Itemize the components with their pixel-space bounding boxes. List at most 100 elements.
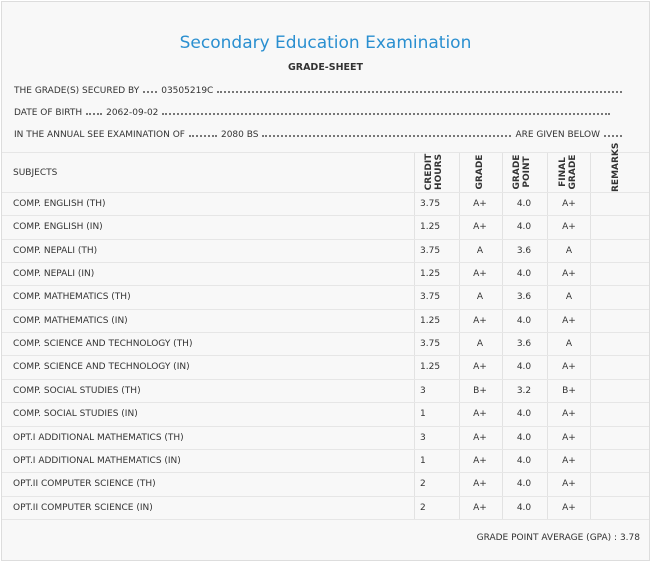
row-divider <box>2 308 649 310</box>
grade-cell: A <box>565 292 573 303</box>
subject: OPT.I ADDITIONAL MATHEMATICS (IN) <box>13 455 181 466</box>
grade-cell: 4.0 <box>516 479 532 490</box>
column-divider <box>502 152 503 519</box>
grade-cell: 3.75 <box>420 292 441 303</box>
grade-cell: A+ <box>473 269 487 280</box>
label: IN THE ANNUAL SEE EXAMINATION OF <box>14 130 185 140</box>
grade-cell: 3.2 <box>516 385 532 396</box>
grade-cell: A+ <box>473 455 487 466</box>
grade-cell: 3 <box>420 432 426 443</box>
row-divider <box>2 402 649 404</box>
header-line: POINT <box>522 156 532 188</box>
info-line: IN THE ANNUAL SEE EXAMINATION OF 2080 BS… <box>14 128 626 140</box>
grade-cell: A+ <box>562 269 576 280</box>
row-divider <box>2 518 649 520</box>
grade-cell: 3.75 <box>420 199 441 209</box>
header-line: HOURS <box>434 154 444 190</box>
grade-cell: 4.0 <box>516 502 532 513</box>
grade-cell: A <box>476 292 484 303</box>
subject: COMP. SOCIAL STUDIES (IN) <box>13 409 138 420</box>
grade-cell: 1.25 <box>420 362 441 373</box>
value: 2080 BS <box>220 130 259 140</box>
info-line: DATE OF BIRTH 2062-09-02 <box>14 106 614 118</box>
grade-cell: 3 <box>420 385 426 396</box>
subject: COMP. SOCIAL STUDIES (TH) <box>13 385 141 396</box>
grade-cell: 4.0 <box>516 269 532 280</box>
row-divider <box>2 425 649 427</box>
grade-cell: A+ <box>562 222 576 233</box>
grade-cell: 2 <box>420 479 426 490</box>
grade-cell: 4.0 <box>516 199 532 209</box>
header-line: GRADE <box>475 154 485 190</box>
column-divider <box>414 152 415 519</box>
subject: COMP. SCIENCE AND TECHNOLOGY (TH) <box>13 339 193 350</box>
subtitle: GRADE-SHEET <box>287 62 364 73</box>
leader <box>86 113 103 115</box>
grade-cell: A+ <box>562 409 576 420</box>
grade-cell: 4.0 <box>516 409 532 420</box>
grade-cell: 3.6 <box>516 292 532 303</box>
column-header: SUBJECTS <box>13 168 58 178</box>
grade-cell: A+ <box>562 479 576 490</box>
column-header: CREDIT HOURS <box>424 152 444 192</box>
subject: COMP. SCIENCE AND TECHNOLOGY (IN) <box>13 362 190 373</box>
row-divider <box>2 378 649 380</box>
value: 2062-09-02 <box>106 108 159 118</box>
gpa-label: GRADE POINT AVERAGE (GPA) : <box>476 533 618 543</box>
header-line: GRADE <box>512 154 522 190</box>
row-divider <box>2 332 649 334</box>
gpa: GRADE POINT AVERAGE (GPA) : 3.78 <box>477 533 640 543</box>
grade-cell: 4.0 <box>516 315 532 326</box>
grade-cell: A+ <box>473 199 487 209</box>
leader <box>604 135 622 137</box>
row-divider <box>2 238 649 240</box>
leader <box>162 113 610 115</box>
row-divider <box>2 355 649 357</box>
grade-cell: A+ <box>473 362 487 373</box>
grade-cell: 1.25 <box>420 315 441 326</box>
subject: COMP. MATHEMATICS (TH) <box>13 292 131 303</box>
grade-cell: B+ <box>562 385 576 396</box>
row-divider <box>2 152 649 153</box>
grade-cell: A <box>565 245 573 256</box>
header-line: REMARKS <box>611 142 621 192</box>
column-divider <box>590 152 591 519</box>
subject: COMP. NEPALI (IN) <box>13 269 95 280</box>
column-header: GRADE POINT <box>512 152 532 192</box>
grade-cell: 3.6 <box>516 245 532 256</box>
grade-cell: 3.75 <box>420 245 441 256</box>
grade-cell: 1 <box>420 409 426 420</box>
subject: COMP. MATHEMATICS (IN) <box>13 315 128 326</box>
grade-cell: A+ <box>562 432 576 443</box>
column-header: GRADE <box>475 152 485 192</box>
grade-cell: 3.75 <box>420 339 441 350</box>
subject: COMP. ENGLISH (IN) <box>13 222 103 233</box>
grade-cell: 4.0 <box>516 222 532 233</box>
grade-cell: A+ <box>473 222 487 233</box>
leader <box>188 135 217 137</box>
grade-cell: A+ <box>562 199 576 209</box>
leader <box>217 91 622 93</box>
header-line: CREDIT <box>424 153 434 191</box>
row-divider <box>2 262 649 264</box>
grade-cell: A+ <box>473 479 487 490</box>
subject: OPT.II COMPUTER SCIENCE (TH) <box>13 479 156 490</box>
grade-cell: 1.25 <box>420 222 441 233</box>
grade-cell: A <box>565 339 573 350</box>
grade-cell: 4.0 <box>516 455 532 466</box>
grade-cell: A+ <box>473 409 487 420</box>
row-divider <box>2 192 649 193</box>
grade-cell: A+ <box>473 432 487 443</box>
row-divider <box>2 285 649 287</box>
subject: OPT.I ADDITIONAL MATHEMATICS (TH) <box>13 432 184 443</box>
grade-cell: A <box>476 339 484 350</box>
grade-cell: A+ <box>562 455 576 466</box>
row-divider <box>2 472 649 474</box>
info-line: THE GRADE(S) SECURED BY 03505219C <box>14 84 626 96</box>
grade-cell: A+ <box>562 362 576 373</box>
grade-cell: 4.0 <box>516 362 532 373</box>
column-header: FINAL GRADE <box>558 152 578 192</box>
grade-cell: A+ <box>562 315 576 326</box>
grade-cell: A+ <box>473 315 487 326</box>
